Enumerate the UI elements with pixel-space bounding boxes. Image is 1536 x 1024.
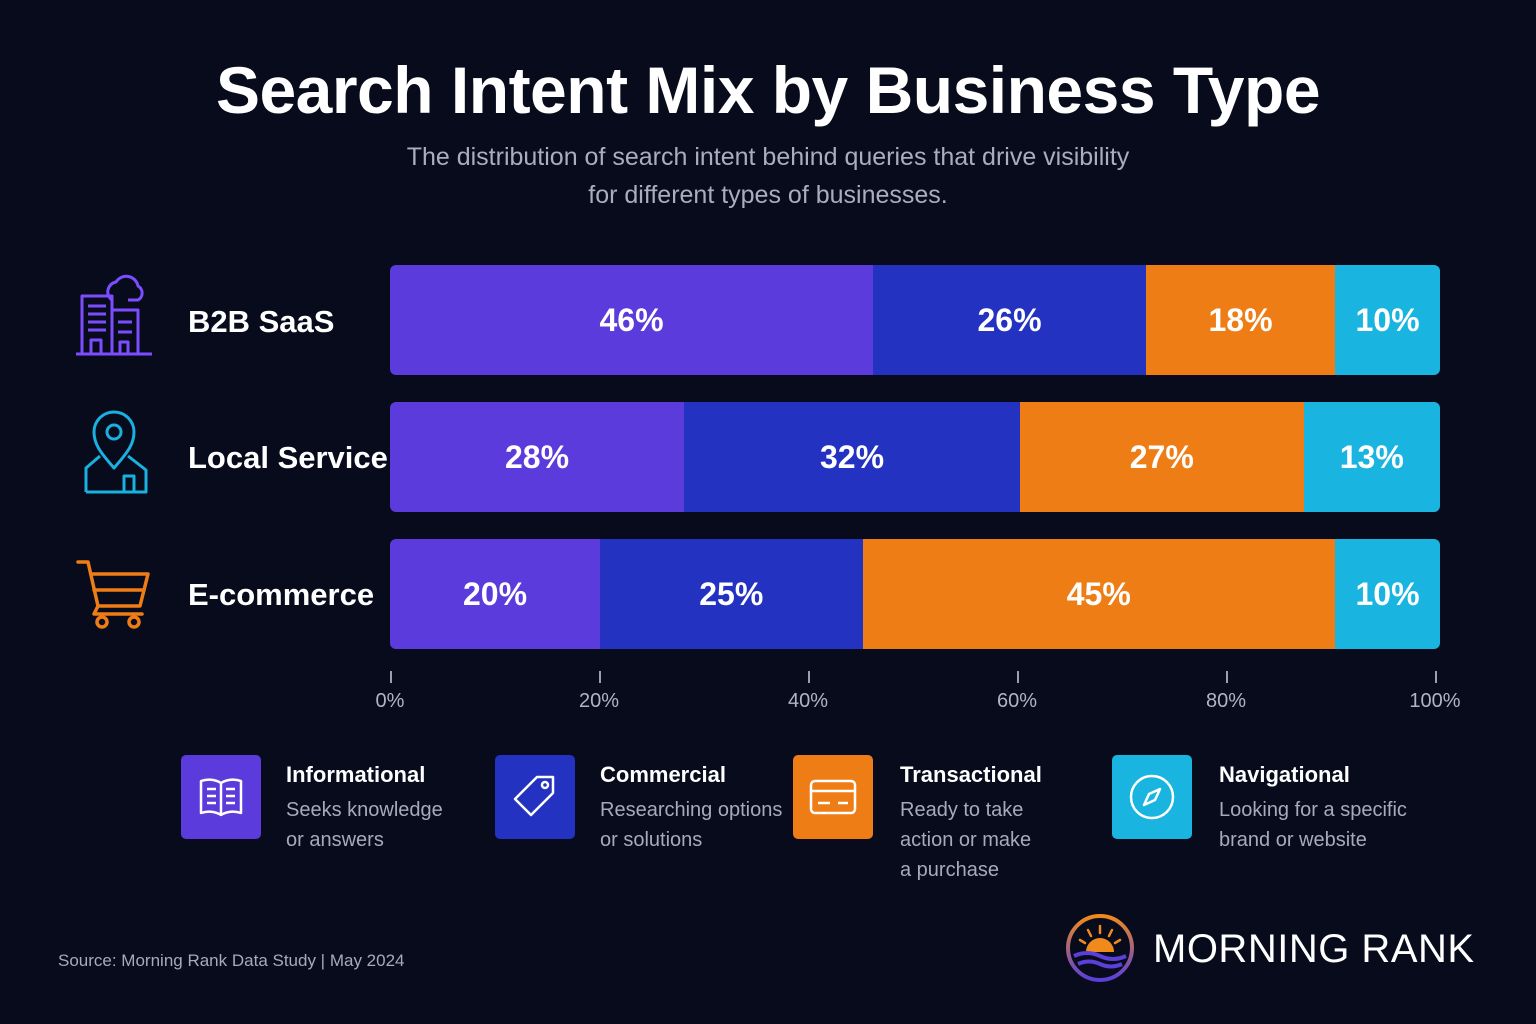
bar-segment-commercial: 32%	[684, 402, 1020, 512]
legend-desc-line: Looking for a specific	[1219, 799, 1407, 821]
legend-desc-transactional: Ready to take action or make a purchase	[900, 795, 1031, 885]
bar-segment-transactional: 45%	[862, 539, 1335, 649]
data-label: 27%	[1129, 438, 1194, 475]
legend-title-navigational: Navigational	[1219, 762, 1350, 787]
legend-title-transactional: Transactional	[900, 762, 1042, 787]
data-label: 26%	[977, 301, 1042, 338]
legend-title-commercial: Commercial	[600, 762, 726, 787]
legend-desc-commercial: Researching options or solutions	[600, 795, 782, 855]
bar-e-commerce: 20% 25% 45% 10%	[390, 539, 1440, 649]
x-tick	[599, 671, 601, 683]
brand-name: MORNING RANK	[1153, 927, 1475, 971]
data-label: 32%	[819, 438, 885, 475]
data-label: 10%	[1355, 575, 1420, 612]
bar-b2b-saas: 46% 26% 18% 10%	[390, 265, 1440, 375]
subtitle-line-2: for different types of businesses.	[588, 181, 948, 209]
compass-icon	[1129, 774, 1175, 820]
legend-desc-line: or answers	[286, 829, 384, 851]
chart-subtitle: The distribution of search intent behind…	[318, 138, 1218, 214]
open-book-icon	[199, 778, 243, 817]
legend-desc-informational: Seeks knowledge or answers	[286, 795, 443, 855]
x-tick-label: 100%	[1409, 690, 1461, 712]
bar-segment-transactional: 18%	[1146, 265, 1335, 375]
bar-segment-navigational: 13%	[1303, 402, 1440, 512]
data-label: 18%	[1208, 301, 1273, 338]
x-tick	[390, 671, 392, 683]
row-label-b2b-saas: B2B SaaS	[188, 304, 335, 339]
legend-desc-line: action or make	[900, 829, 1032, 851]
legend-desc-line: Seeks knowledge	[286, 799, 443, 821]
price-tag-icon	[513, 775, 555, 817]
buildings-icon	[76, 274, 152, 356]
data-label: 46%	[599, 301, 664, 338]
row-label-local-service: Local Service	[188, 440, 388, 475]
bar-segment-transactional: 27%	[1020, 402, 1304, 512]
x-tick	[808, 671, 810, 683]
legend-swatch-commercial	[495, 755, 575, 839]
legend-desc-line: or solutions	[600, 829, 703, 851]
bar-segment-informational: 28%	[390, 402, 684, 512]
data-label: 45%	[1066, 575, 1131, 612]
source-note: Source: Morning Rank Data Study | May 20…	[58, 951, 405, 970]
legend-desc-navigational: Looking for a specific brand or website	[1219, 795, 1407, 855]
x-tick-label: 20%	[578, 690, 620, 712]
bar-segment-navigational: 10%	[1335, 539, 1440, 649]
bar-segment-informational: 46%	[390, 265, 873, 375]
chart-title: Search Intent Mix by Business Type	[215, 53, 1321, 127]
row-label-e-commerce: E-commerce	[188, 577, 375, 612]
data-label: 20%	[462, 575, 528, 612]
x-tick	[1017, 671, 1019, 683]
x-tick	[1435, 671, 1437, 683]
data-label: 25%	[699, 575, 764, 612]
credit-card-icon	[809, 779, 857, 815]
legend-swatch-informational	[181, 755, 261, 839]
x-tick-label: 0%	[375, 690, 405, 712]
legend-swatch-navigational	[1112, 755, 1192, 839]
shopping-cart-icon	[76, 560, 150, 629]
location-pin-house-icon	[84, 410, 148, 494]
bar-segment-navigational: 10%	[1335, 265, 1440, 375]
bar-segment-commercial: 25%	[600, 539, 863, 649]
legend-desc-line: Ready to take	[900, 799, 1024, 821]
legend-swatch-transactional	[793, 755, 873, 839]
data-label: 28%	[504, 438, 570, 475]
legend-desc-line: a purchase	[900, 859, 999, 881]
data-label: 10%	[1355, 301, 1420, 338]
data-label: 13%	[1339, 438, 1404, 475]
bar-segment-commercial: 26%	[873, 265, 1146, 375]
x-tick-label: 40%	[787, 690, 829, 712]
bar-segment-informational: 20%	[390, 539, 600, 649]
x-tick-label: 80%	[1205, 690, 1247, 712]
sunrise-logo-icon	[1066, 914, 1134, 982]
x-tick-label: 60%	[996, 690, 1038, 712]
legend-title-informational: Informational	[286, 762, 426, 787]
subtitle-line-1: The distribution of search intent behind…	[406, 143, 1130, 171]
bar-local-service: 28% 32% 27% 13%	[390, 402, 1440, 512]
x-tick	[1226, 671, 1228, 683]
legend-desc-line: Researching options	[600, 799, 783, 821]
legend-desc-line: brand or website	[1219, 829, 1367, 851]
